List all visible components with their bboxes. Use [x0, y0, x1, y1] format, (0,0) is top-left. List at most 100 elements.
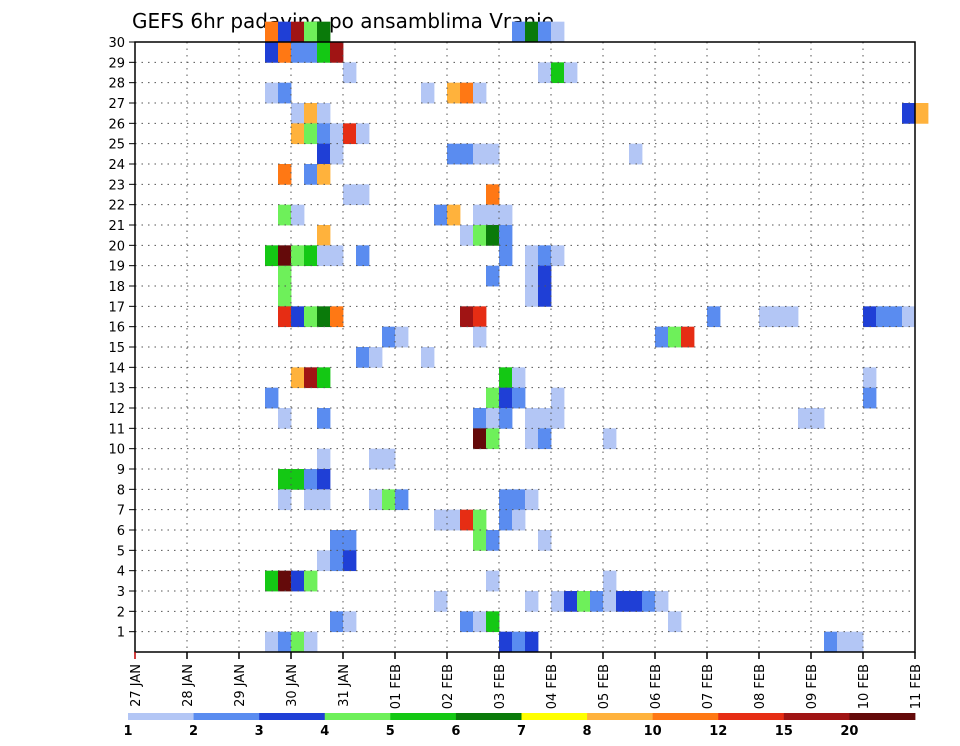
heatmap-cell [317, 225, 331, 246]
y-tick-label: 16 [108, 321, 125, 336]
heatmap-cell [603, 428, 617, 450]
heatmap-cell [304, 469, 318, 490]
heatmap-cell [902, 103, 916, 124]
chart-title: GEFS 6hr padavine po ansamblima Vranje [132, 9, 554, 33]
heatmap-cell [525, 428, 539, 450]
legend-swatch [587, 713, 654, 720]
heatmap-cell [317, 408, 331, 429]
legend-swatch [193, 713, 260, 720]
heatmap-cell [499, 204, 513, 226]
heatmap-cell [291, 306, 305, 328]
heatmap-cell [265, 387, 279, 409]
heatmap-cell [317, 550, 331, 572]
heatmap-cell [330, 530, 344, 551]
heatmap-cell [460, 143, 474, 165]
heatmap-cell [512, 21, 526, 43]
heatmap-cell [278, 408, 292, 429]
heatmap-cell [551, 245, 565, 267]
heatmap-cell [538, 408, 552, 429]
heatmap-cell [460, 509, 474, 531]
heatmap-cell [265, 42, 279, 63]
legend-swatch [128, 713, 194, 720]
heatmap-cell [447, 509, 461, 531]
x-tick-label: 11 FEB [909, 664, 924, 709]
cells-layer [265, 21, 929, 653]
heatmap-cell [447, 143, 461, 165]
heatmap-cell [356, 245, 370, 267]
heatmap-cell [304, 306, 318, 328]
y-tick-label: 18 [108, 280, 125, 295]
heatmap-cell [603, 591, 617, 612]
heatmap-cell [473, 530, 487, 551]
heatmap-cell [317, 367, 331, 389]
heatmap-cell [538, 428, 552, 450]
heatmap-cell [330, 550, 344, 572]
heatmap-cell [291, 570, 305, 592]
heatmap-cell [291, 204, 305, 226]
heatmap-cell [473, 225, 487, 246]
x-tick-label: 02 FEB [441, 664, 456, 709]
heatmap-cell [486, 387, 500, 409]
heatmap-cell [473, 611, 487, 633]
heatmap-cell [681, 326, 695, 348]
heatmap-cell [317, 448, 331, 470]
heatmap-cell [525, 286, 539, 307]
x-tick-label: 09 FEB [805, 664, 820, 709]
heatmap-cell [603, 570, 617, 592]
heatmap-cell [343, 184, 357, 206]
heatmap-cell [499, 408, 513, 429]
heatmap-cell [460, 225, 474, 246]
heatmap-cell [317, 306, 331, 328]
legend-label: 20 [840, 724, 858, 739]
heatmap-cell [798, 408, 812, 429]
heatmap-cell [343, 550, 357, 572]
heatmap-cell [291, 123, 305, 145]
heatmap-cell [902, 306, 916, 328]
y-tick-label: 10 [108, 443, 125, 458]
heatmap-cell [291, 367, 305, 389]
heatmap-cell [434, 204, 448, 226]
heatmap-cell [330, 143, 344, 165]
heatmap-cell [525, 591, 539, 612]
heatmap-cell [473, 306, 487, 328]
heatmap-cell [850, 631, 864, 653]
heatmap-cell [265, 631, 279, 653]
heatmap-cell [291, 21, 305, 43]
x-axis: 27 JAN 28 JAN 29 JAN 30 JAN 31 JAN 01 FEB 02 F… [129, 652, 924, 709]
heatmap-cell [278, 21, 292, 43]
heatmap-cell [304, 42, 318, 63]
y-tick-label: 27 [108, 97, 125, 112]
heatmap-cell [538, 245, 552, 267]
x-tick-label: 29 JAN [233, 664, 248, 707]
heatmap-cell [304, 123, 318, 145]
x-tick-label: 31 JAN [337, 664, 352, 707]
x-tick-label: 10 FEB [857, 664, 872, 709]
heatmap-cell [499, 387, 513, 409]
y-tick-label: 11 [108, 422, 125, 437]
heatmap-cell [629, 591, 643, 612]
y-tick-label: 5 [117, 544, 125, 559]
heatmap-cell [278, 306, 292, 328]
legend-label: 7 [517, 724, 526, 739]
heatmap-cell [655, 591, 669, 612]
heatmap-cell [265, 21, 279, 43]
y-tick-label: 9 [117, 463, 125, 478]
heatmap-cell [876, 306, 890, 328]
heatmap-cell [486, 265, 500, 287]
heatmap-cell [278, 82, 292, 104]
heatmap-cell [317, 164, 331, 185]
heatmap-cell [434, 509, 448, 531]
x-tick-label: 08 FEB [753, 664, 768, 709]
heatmap-cell [473, 326, 487, 348]
legend-label: 8 [583, 724, 592, 739]
heatmap-cell [655, 326, 669, 348]
heatmap-cell [512, 387, 526, 409]
heatmap-cell [486, 570, 500, 592]
legend-label: 6 [451, 724, 460, 739]
legend-label: 10 [644, 724, 662, 739]
legend-swatch [324, 713, 391, 720]
heatmap-cell [265, 570, 279, 592]
heatmap-cell [486, 204, 500, 226]
y-tick-label: 25 [108, 138, 125, 153]
legend-label: 15 [775, 724, 793, 739]
